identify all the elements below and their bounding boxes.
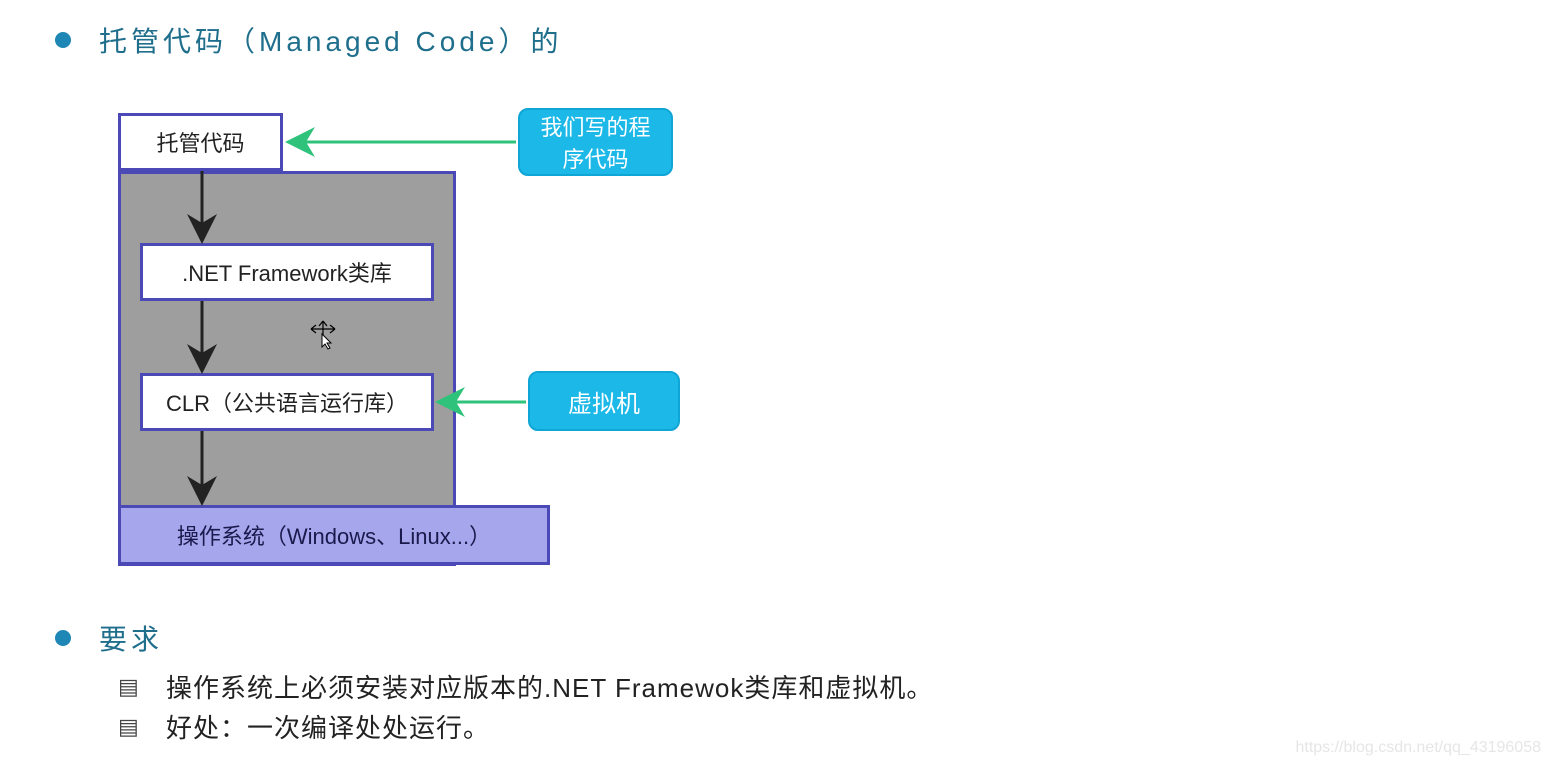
heading-managed-code: 托管代码（Managed Code）的 (55, 20, 562, 60)
bullet-icon (55, 32, 71, 48)
heading-requirements: 要求 (55, 618, 163, 658)
architecture-diagram: 托管代码 .NET Framework类库 CLR（公共语言运行库） 操作系统（… (118, 113, 818, 573)
arrows-layer (118, 113, 818, 613)
move-cursor-icon (310, 320, 336, 350)
list-text: 好处：一次编译处处运行。 (166, 708, 490, 745)
list-item-2: ▤ 好处：一次编译处处运行。 (118, 708, 490, 745)
bullet-icon (55, 630, 71, 646)
heading-text: 要求 (99, 618, 163, 658)
list-marker-icon: ▤ (118, 714, 138, 740)
list-text: 操作系统上必须安装对应版本的.NET Framewok类库和虚拟机。 (166, 668, 933, 705)
heading-text: 托管代码（Managed Code）的 (99, 20, 562, 60)
watermark-text: https://blog.csdn.net/qq_43196058 (1295, 739, 1541, 757)
list-marker-icon: ▤ (118, 674, 138, 700)
list-item-1: ▤ 操作系统上必须安装对应版本的.NET Framewok类库和虚拟机。 (118, 668, 933, 705)
